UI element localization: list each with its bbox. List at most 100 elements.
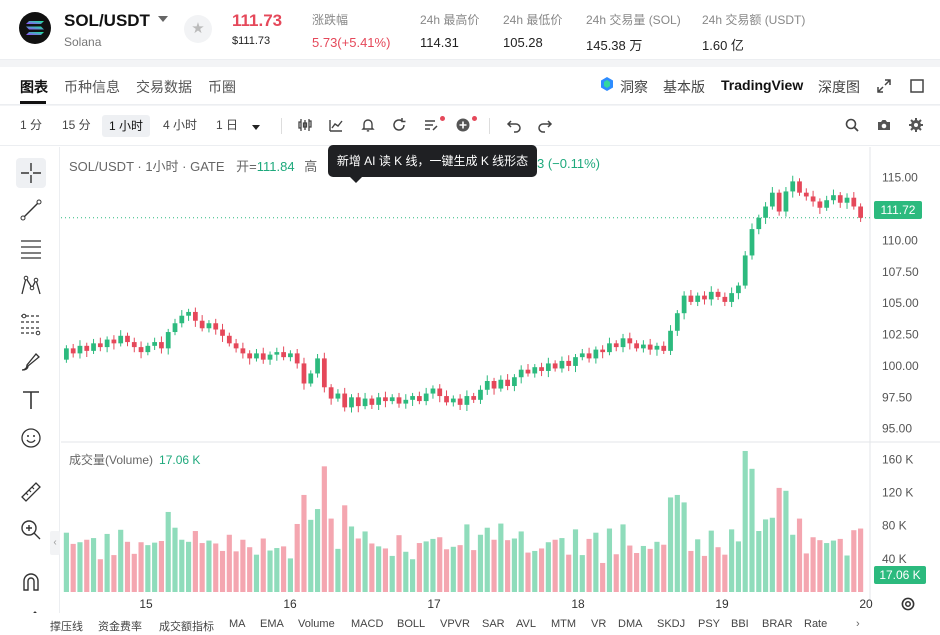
stat-24h-turnover: 24h 交易额 (USDT) 1.60 亿 [702, 13, 806, 53]
chevron-right-icon[interactable]: › [856, 618, 860, 630]
drawing-toolbar [0, 147, 60, 635]
indicator-boll[interactable]: BOLL [397, 618, 426, 630]
tab-depth[interactable]: 深度图 [818, 79, 860, 95]
timeframe-1d[interactable]: 1 日 [216, 118, 239, 132]
volume-legend-value: 17.06 K [159, 453, 201, 467]
emoji-tool[interactable] [16, 423, 46, 453]
fibonacci-icon [21, 313, 41, 336]
last-price-tag: 111.72 [874, 201, 922, 219]
stat-24h-low: 24h 最低价 105.28 [503, 13, 563, 50]
crosshair-tool[interactable] [16, 158, 46, 188]
alert-icon[interactable] [360, 117, 376, 133]
add-icon[interactable] [455, 117, 471, 133]
stat-24h-volume: 24h 交易量 (SOL) 145.38 万 [586, 13, 681, 53]
candle-type-icon[interactable] [297, 117, 313, 133]
timeframe-15m[interactable]: 15 分 [62, 118, 91, 132]
trend-line-icon [20, 199, 42, 221]
indicator-ema[interactable]: EMA [260, 618, 284, 630]
legend-high-label: 高 [304, 159, 318, 174]
crosshair-icon [21, 163, 41, 183]
indicator-rate[interactable]: Rate [804, 618, 828, 630]
indicator-skdj[interactable]: SKDJ [657, 618, 686, 630]
legend-open-label: 开= [236, 159, 257, 174]
trend-line-tool[interactable] [16, 195, 46, 225]
indicator-dma[interactable]: DMA [618, 618, 643, 630]
tab-coin-circle[interactable]: 币圈 [208, 79, 236, 95]
star-icon[interactable]: ★ [184, 15, 212, 43]
indicator-turnover[interactable]: 成交额指标 [159, 621, 214, 633]
chart-tabs: 图表 币种信息 交易数据 币圈 洞察 基本版 TradingView 深度图 [0, 67, 940, 105]
search-icon[interactable] [844, 117, 860, 133]
window-icon[interactable] [909, 78, 925, 94]
indicator-ma[interactable]: MA [229, 618, 246, 630]
stat-24h-high: 24h 最高价 114.31 [420, 13, 480, 50]
timeframe-4h[interactable]: 4 小时 [163, 118, 198, 132]
indicator-psy[interactable]: PSY [698, 618, 721, 630]
indicator-support-resistance[interactable]: 撑压线 [50, 621, 83, 633]
settings-icon[interactable] [908, 117, 924, 133]
ruler-icon [21, 482, 41, 502]
indicator-brar[interactable]: BRAR [762, 618, 793, 630]
indicator-mtm[interactable]: MTM [551, 618, 577, 630]
collapse-toolbar-arrow[interactable]: ‹ [50, 531, 60, 555]
last-volume-tag: 17.06 K [874, 566, 926, 584]
horizontal-lines-tool[interactable] [16, 233, 46, 263]
smile-icon [21, 428, 41, 448]
tab-basic[interactable]: 基本版 [663, 79, 705, 95]
tab-chart[interactable]: 图表 [20, 79, 48, 95]
ai-kline-icon[interactable] [423, 117, 439, 133]
pair-name: Solana [64, 35, 102, 49]
legend-open-value: 111.84 [256, 159, 295, 174]
redo-icon[interactable] [537, 117, 553, 133]
legend-symbol: SOL/USDT · 1小时 · GATE [69, 159, 225, 174]
undo-icon[interactable] [506, 117, 522, 133]
volume-legend-label: 成交量(Volume) [69, 453, 154, 467]
expand-icon[interactable] [876, 78, 892, 94]
indicator-volume[interactable]: Volume [298, 618, 335, 630]
replay-icon[interactable] [391, 117, 407, 133]
indicator-bar: 撑压线 资金费率 成交额指标 MA EMA Volume MACD BOLL V… [0, 613, 940, 635]
chart-legend: SOL/USDT · 1小时 · GATE 开=111.84 高 [69, 156, 317, 175]
gear-icon[interactable] [899, 595, 917, 613]
horizontal-lines-icon [21, 240, 41, 259]
indicator-vpvr[interactable]: VPVR [440, 618, 470, 630]
brush-tool[interactable] [16, 347, 46, 377]
indicator-macd[interactable]: MACD [351, 618, 384, 630]
zoom-in-icon [21, 520, 41, 540]
indicator-bbi[interactable]: BBI [731, 618, 749, 630]
tab-coin-info[interactable]: 币种信息 [64, 79, 120, 95]
text-icon [23, 391, 39, 409]
text-tool[interactable] [16, 385, 46, 415]
new-badge-dot [440, 116, 445, 121]
active-tab-underline [20, 101, 46, 104]
stat-change: 涨跌幅 5.73(+5.41%) [312, 13, 391, 50]
market-header: SOL/USDT Solana ★ 111.73 $111.73 涨跌幅 5.7… [0, 0, 940, 60]
last-price-usd: $111.73 [232, 35, 271, 47]
timeframe-1m[interactable]: 1 分 [20, 118, 43, 132]
timeframe-1h[interactable]: 1 小时 [102, 115, 151, 137]
fib-tool[interactable] [16, 309, 46, 339]
tab-trade-data[interactable]: 交易数据 [136, 79, 192, 95]
pair-symbol[interactable]: SOL/USDT [64, 11, 150, 30]
indicator-vr[interactable]: VR [591, 618, 607, 630]
indicator-icon[interactable] [328, 117, 344, 133]
camera-icon[interactable] [876, 117, 892, 133]
ruler-tool[interactable] [16, 477, 46, 507]
insight-icon[interactable] [599, 76, 615, 92]
chart-panel: 1 分 15 分 1 小时 4 小时 1 日 [0, 106, 940, 635]
legend-change-tail: 3 (−0.11%) [537, 156, 600, 171]
caret-down-icon[interactable] [158, 16, 168, 22]
indicator-avl[interactable]: AVL [516, 618, 536, 630]
pattern-tool[interactable] [16, 271, 46, 301]
indicator-funding-rate[interactable]: 资金费率 [98, 621, 142, 633]
indicator-sar[interactable]: SAR [482, 618, 505, 630]
zoom-tool[interactable] [16, 515, 46, 545]
ai-kline-tooltip: 新增 AI 读 K 线，一键生成 K 线形态 [328, 145, 537, 183]
volume-legend: 成交量(Volume) 17.06 K [69, 451, 200, 468]
magnet-tool[interactable] [16, 567, 46, 597]
tab-tradingview[interactable]: TradingView [721, 77, 804, 93]
timeframe-caret-icon[interactable] [248, 119, 264, 135]
last-price: 111.73 [232, 11, 283, 30]
tab-insight[interactable]: 洞察 [620, 79, 648, 95]
new-badge-dot [472, 116, 477, 121]
